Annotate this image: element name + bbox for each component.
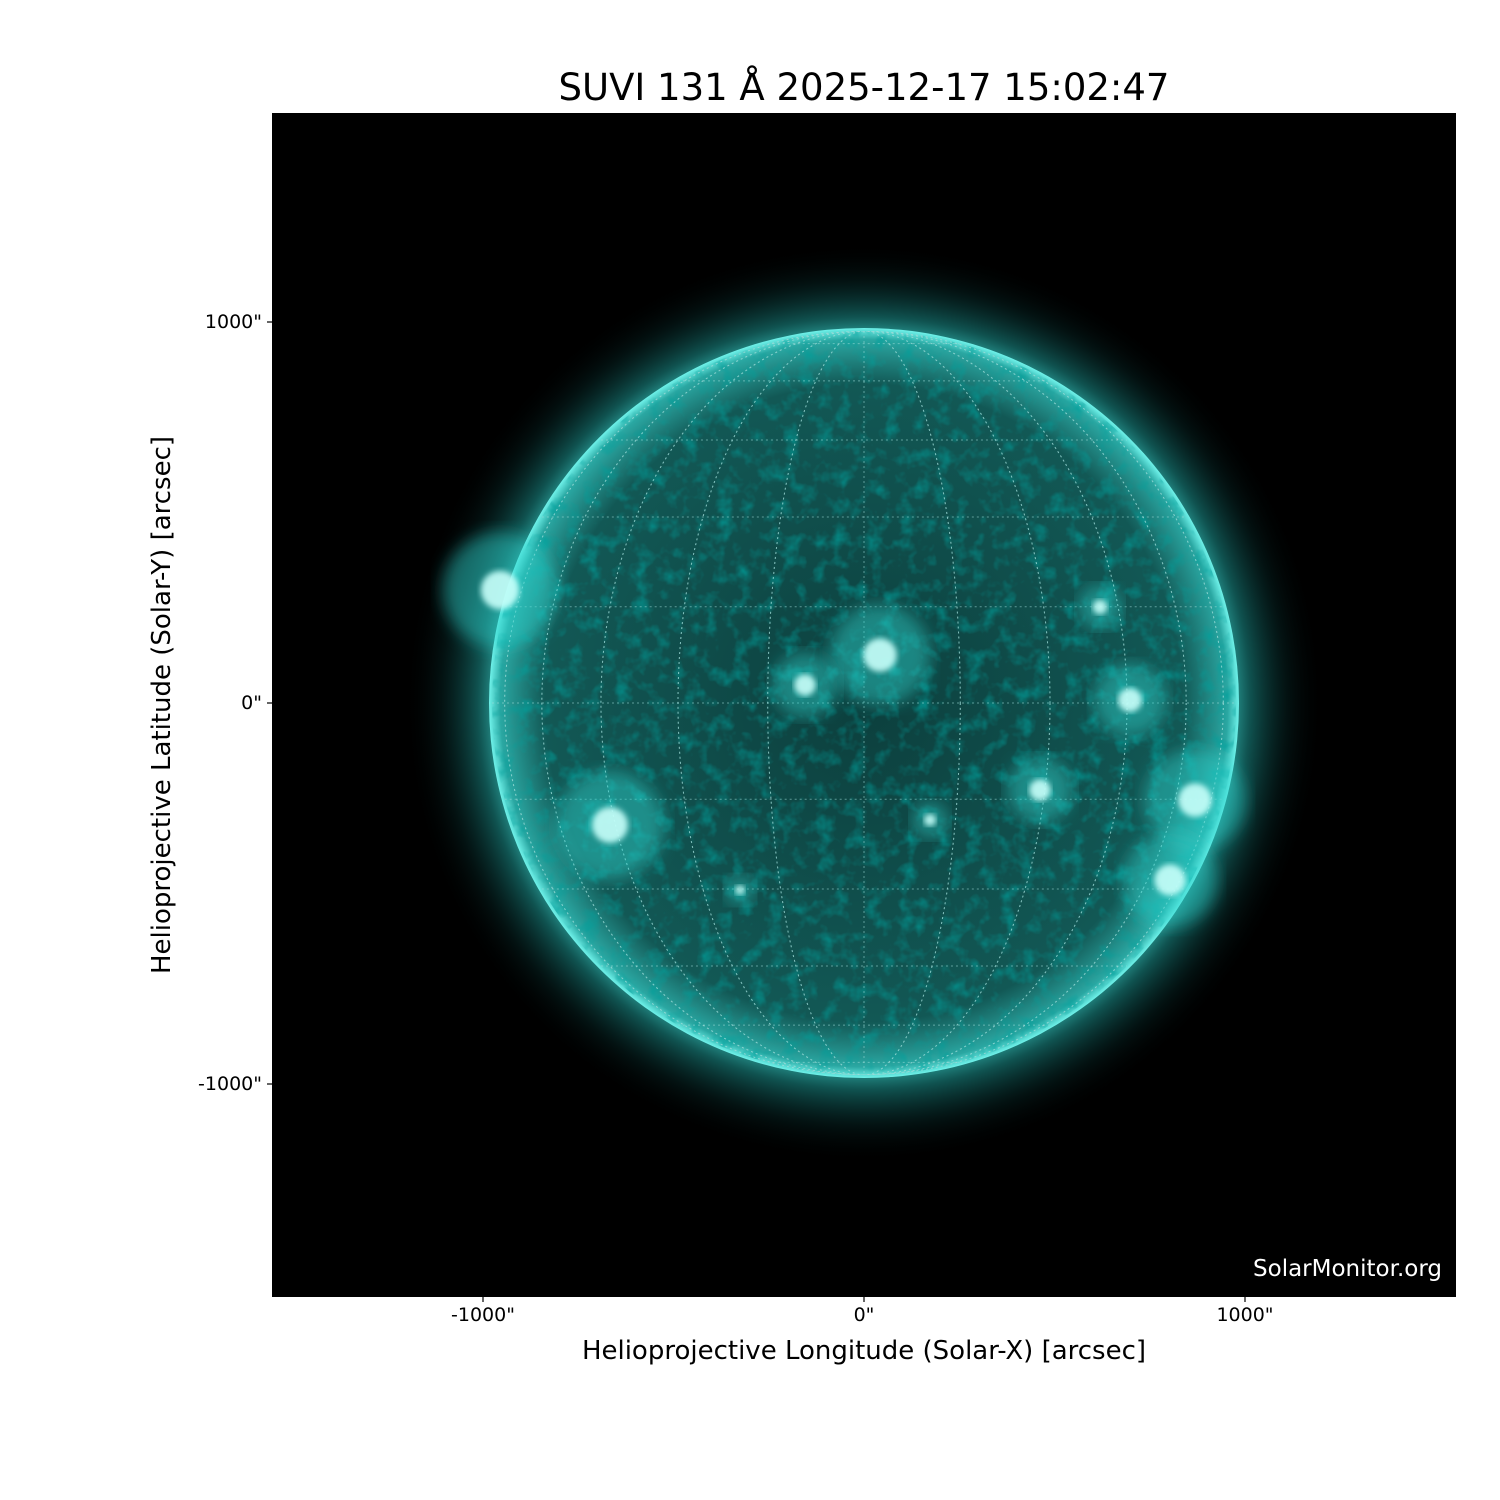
y-tick-label: 0" [241, 692, 262, 714]
y-tick-label: -1000" [198, 1073, 262, 1095]
active-region-core [480, 570, 520, 610]
active-regions [442, 532, 1246, 927]
active-region-core [863, 638, 897, 672]
active-region-core [1178, 783, 1212, 817]
x-tick-label: 1000" [1216, 1304, 1274, 1326]
active-region-core [924, 814, 936, 826]
active-region-core [592, 807, 628, 843]
x-tick-label: 0" [853, 1304, 875, 1326]
x-tick-label: -1000" [451, 1304, 515, 1326]
active-region-core [1154, 864, 1186, 896]
grid-meridian [541, 331, 1187, 1075]
chart-title: SUVI 131 Å 2025-12-17 15:02:47 [558, 66, 1170, 109]
watermark: SolarMonitor.org [1253, 1256, 1442, 1282]
active-region-core [1118, 688, 1142, 712]
y-tick-label: 1000" [204, 311, 262, 333]
active-region-core [1029, 779, 1051, 801]
active-region-core [794, 674, 816, 696]
x-axis-label: Helioprojective Longitude (Solar-X) [arc… [581, 1336, 1147, 1366]
active-region-core [735, 885, 745, 895]
active-region-core [1092, 599, 1108, 615]
y-axis-label: Helioprojective Latitude (Solar-Y) [arcs… [147, 435, 177, 975]
